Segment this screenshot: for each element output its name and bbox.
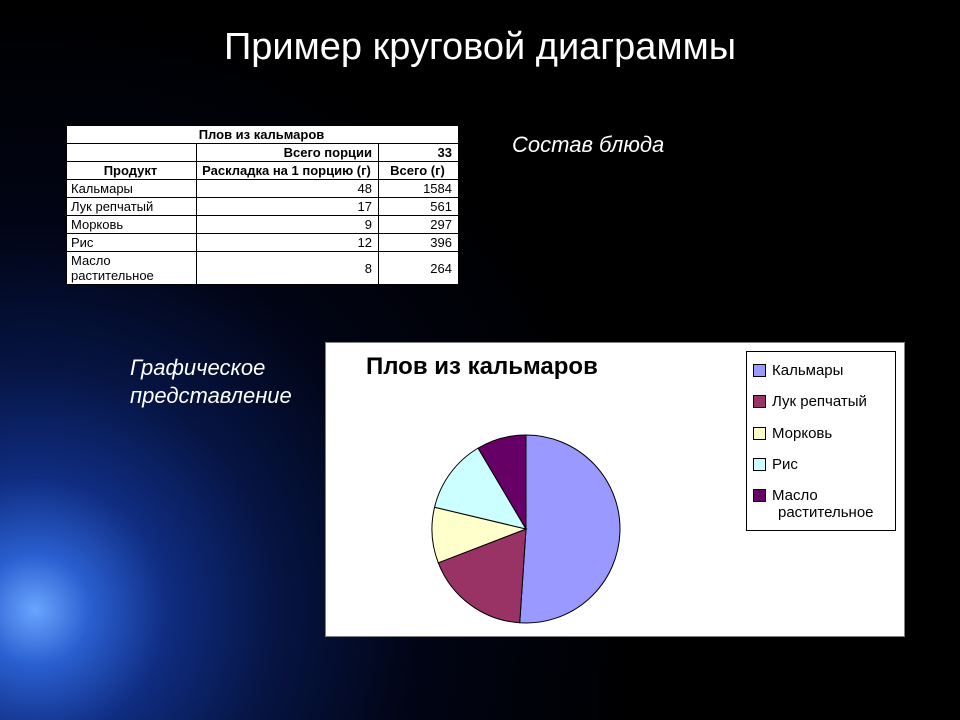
- table-cell-perportion: 8: [197, 252, 379, 285]
- legend-label: Морковь: [772, 425, 832, 442]
- table-cell-perportion: 48: [197, 180, 379, 198]
- table-cell-product: Рис: [67, 234, 197, 252]
- table-portions-value: 33: [379, 144, 459, 162]
- ingredients-table: Плов из кальмаров Всего порции 33 Продук…: [66, 125, 459, 285]
- legend-swatch: [753, 489, 766, 502]
- pie-chart: [406, 403, 646, 633]
- legend-item: Рис: [753, 456, 889, 473]
- table-row: Рис12396: [67, 234, 459, 252]
- legend-label: Кальмары: [772, 362, 843, 379]
- table-row: Масло растительное8264: [67, 252, 459, 285]
- table-title-cell: Плов из кальмаров: [67, 126, 459, 144]
- table-row: Морковь9297: [67, 216, 459, 234]
- table-cell-perportion: 9: [197, 216, 379, 234]
- page-title: Пример круговой диаграммы: [0, 26, 960, 69]
- table-cell-product: Лук репчатый: [67, 198, 197, 216]
- pie-slice: [520, 435, 620, 623]
- table-cell-total: 396: [379, 234, 459, 252]
- chart-legend: Кальмары Лук репчатый Морковь Рис Маслорасти…: [746, 351, 896, 531]
- caption-graphical: Графическое представление: [130, 354, 292, 409]
- table-cell-product: Масло растительное: [67, 252, 197, 285]
- table-cell-total: 264: [379, 252, 459, 285]
- legend-item: Кальмары: [753, 362, 889, 379]
- table-body: Кальмары481584Лук репчатый17561Морковь92…: [67, 180, 459, 285]
- legend-label: Лук репчатый: [772, 393, 867, 410]
- legend-label: Маслорастительное: [772, 487, 874, 522]
- table-cell-perportion: 17: [197, 198, 379, 216]
- chart-title: Плов из кальмаров: [366, 353, 598, 381]
- table-portions-label: Всего порции: [197, 144, 379, 162]
- table-col-perportion: Раскладка на 1 порцию (г): [197, 162, 379, 180]
- table-cell-total: 561: [379, 198, 459, 216]
- table-header-row: Продукт Раскладка на 1 порцию (г) Всего …: [67, 162, 459, 180]
- legend-item: Морковь: [753, 425, 889, 442]
- table-row: Лук репчатый17561: [67, 198, 459, 216]
- table-title-row: Плов из кальмаров: [67, 126, 459, 144]
- table-row: Кальмары481584: [67, 180, 459, 198]
- legend-item: Лук репчатый: [753, 393, 889, 410]
- legend-swatch: [753, 458, 766, 471]
- table-cell-product: Морковь: [67, 216, 197, 234]
- legend-label: Рис: [772, 456, 798, 473]
- caption-graphical-line1: Графическое: [130, 355, 265, 380]
- table-col-total: Всего (г): [379, 162, 459, 180]
- table-cell-product: Кальмары: [67, 180, 197, 198]
- table-col-product: Продукт: [67, 162, 197, 180]
- caption-graphical-line2: представление: [130, 383, 292, 408]
- chart-panel: Плов из кальмаров Кальмары Лук репчатый Мо…: [325, 342, 905, 637]
- legend-swatch: [753, 395, 766, 408]
- table-cell-perportion: 12: [197, 234, 379, 252]
- table-empty-cell: [67, 144, 197, 162]
- table-portions-row: Всего порции 33: [67, 144, 459, 162]
- caption-composition: Состав блюда: [512, 132, 664, 158]
- table-cell-total: 297: [379, 216, 459, 234]
- legend-swatch: [753, 427, 766, 440]
- table-cell-total: 1584: [379, 180, 459, 198]
- legend-swatch: [753, 364, 766, 377]
- pie-holder: [406, 403, 646, 633]
- legend-item: Маслорастительное: [753, 487, 889, 522]
